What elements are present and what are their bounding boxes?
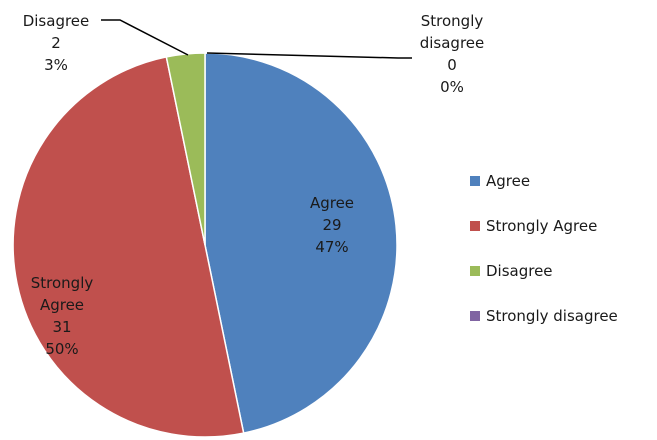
data-label-strongly-disagree: Strongly disagree 0 0% xyxy=(420,12,485,96)
pie-slices xyxy=(12,52,398,438)
pie-slice-strongly-agree xyxy=(12,56,245,438)
legend-label-disagree: Disagree xyxy=(486,262,553,280)
legend-swatch-strongly-disagree xyxy=(470,311,480,321)
data-labels: Agree 29 47% Strongly Agree 31 50% Disagree 2 3% S… xyxy=(23,12,485,358)
data-label-disagree: Disagree 2 3% xyxy=(23,12,90,74)
legend-swatch-agree xyxy=(470,176,480,186)
data-label-strongly-agree: Strongly Agree 31 50% xyxy=(31,274,94,358)
data-label-agree: Agree 29 47% xyxy=(310,194,354,256)
leader-line-disagree xyxy=(101,19,189,56)
legend: Agree Strongly Agree Disagree Strongly disa… xyxy=(470,172,618,325)
legend-swatch-strongly-agree xyxy=(470,221,480,231)
leader-lines xyxy=(101,19,412,59)
pie-slice-agree xyxy=(204,52,398,434)
leader-line-strongly-disagree xyxy=(206,52,412,59)
legend-label-strongly-disagree: Strongly disagree xyxy=(486,307,618,325)
legend-label-strongly-agree: Strongly Agree xyxy=(486,217,597,235)
legend-label-agree: Agree xyxy=(486,172,530,190)
legend-swatch-disagree xyxy=(470,266,480,276)
